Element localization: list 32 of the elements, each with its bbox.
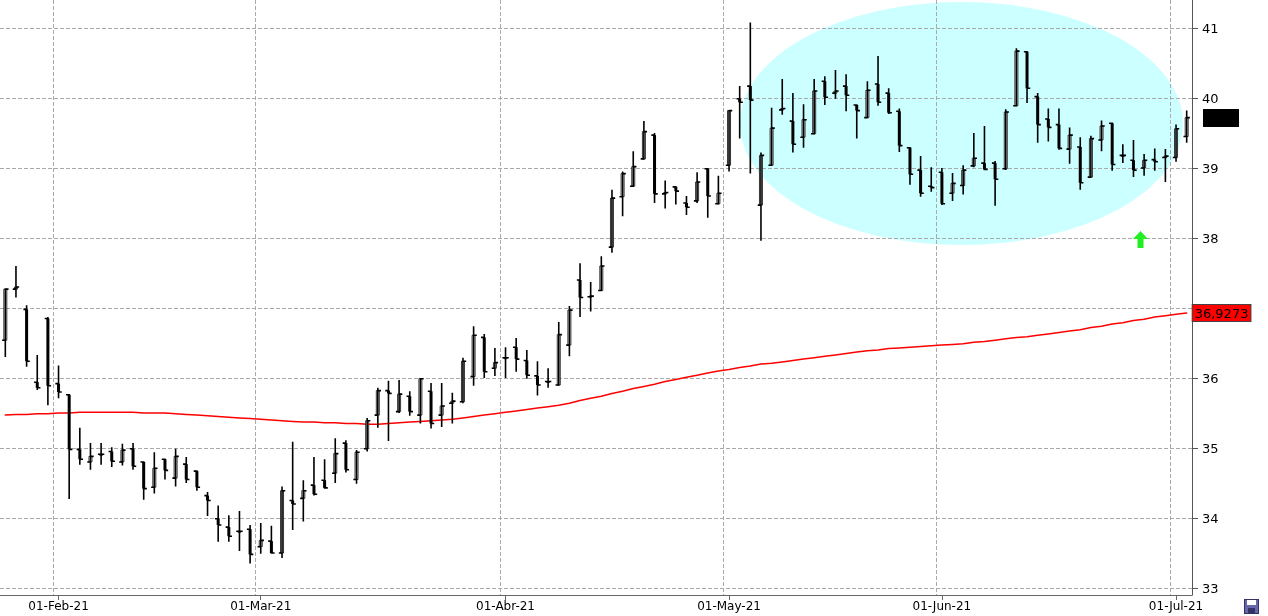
candlestick bbox=[1012, 47, 1021, 108]
candlestick bbox=[948, 172, 957, 202]
y-tick-label: 33 bbox=[1202, 580, 1219, 596]
candlestick bbox=[1097, 119, 1106, 152]
candlestick bbox=[86, 442, 95, 471]
y-tick-label: 36 bbox=[1202, 370, 1219, 386]
x-tick-label: 01-May-21 bbox=[697, 599, 761, 613]
y-tick-label: 39 bbox=[1202, 160, 1219, 176]
candlestick bbox=[565, 305, 574, 358]
data-label: 36,9273 bbox=[1194, 305, 1249, 321]
candlestick bbox=[714, 174, 723, 206]
x-tick-label: 01-Feb-21 bbox=[28, 599, 89, 613]
candlestick bbox=[1065, 126, 1074, 165]
candlestick bbox=[352, 449, 361, 485]
y-tick-label: 41 bbox=[1202, 20, 1219, 36]
candlestick bbox=[416, 377, 425, 425]
x-tick-label: 01-Jun-21 bbox=[912, 599, 972, 613]
candlestick bbox=[171, 447, 180, 488]
candlestick bbox=[618, 170, 627, 218]
candlestick bbox=[863, 80, 872, 120]
x-tick-label: 01-Mar-21 bbox=[230, 599, 292, 613]
y-tick-label: 38 bbox=[1202, 230, 1219, 246]
y-tick-label: 40 bbox=[1202, 90, 1219, 106]
x-tick-label: 01-Jul-21 bbox=[1148, 599, 1204, 613]
y-tick-label: 34 bbox=[1202, 510, 1219, 526]
x-tick-label: 01-Abr-21 bbox=[476, 599, 535, 613]
y-tick-label: 35 bbox=[1202, 440, 1219, 456]
line-series bbox=[4, 312, 1188, 425]
candlestick bbox=[118, 443, 127, 467]
candlestick bbox=[469, 325, 478, 387]
candlestick bbox=[767, 107, 776, 166]
candlestick bbox=[799, 103, 808, 149]
